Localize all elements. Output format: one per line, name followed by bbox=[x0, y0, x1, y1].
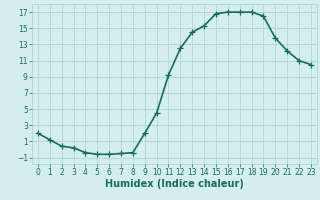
X-axis label: Humidex (Indice chaleur): Humidex (Indice chaleur) bbox=[105, 179, 244, 189]
